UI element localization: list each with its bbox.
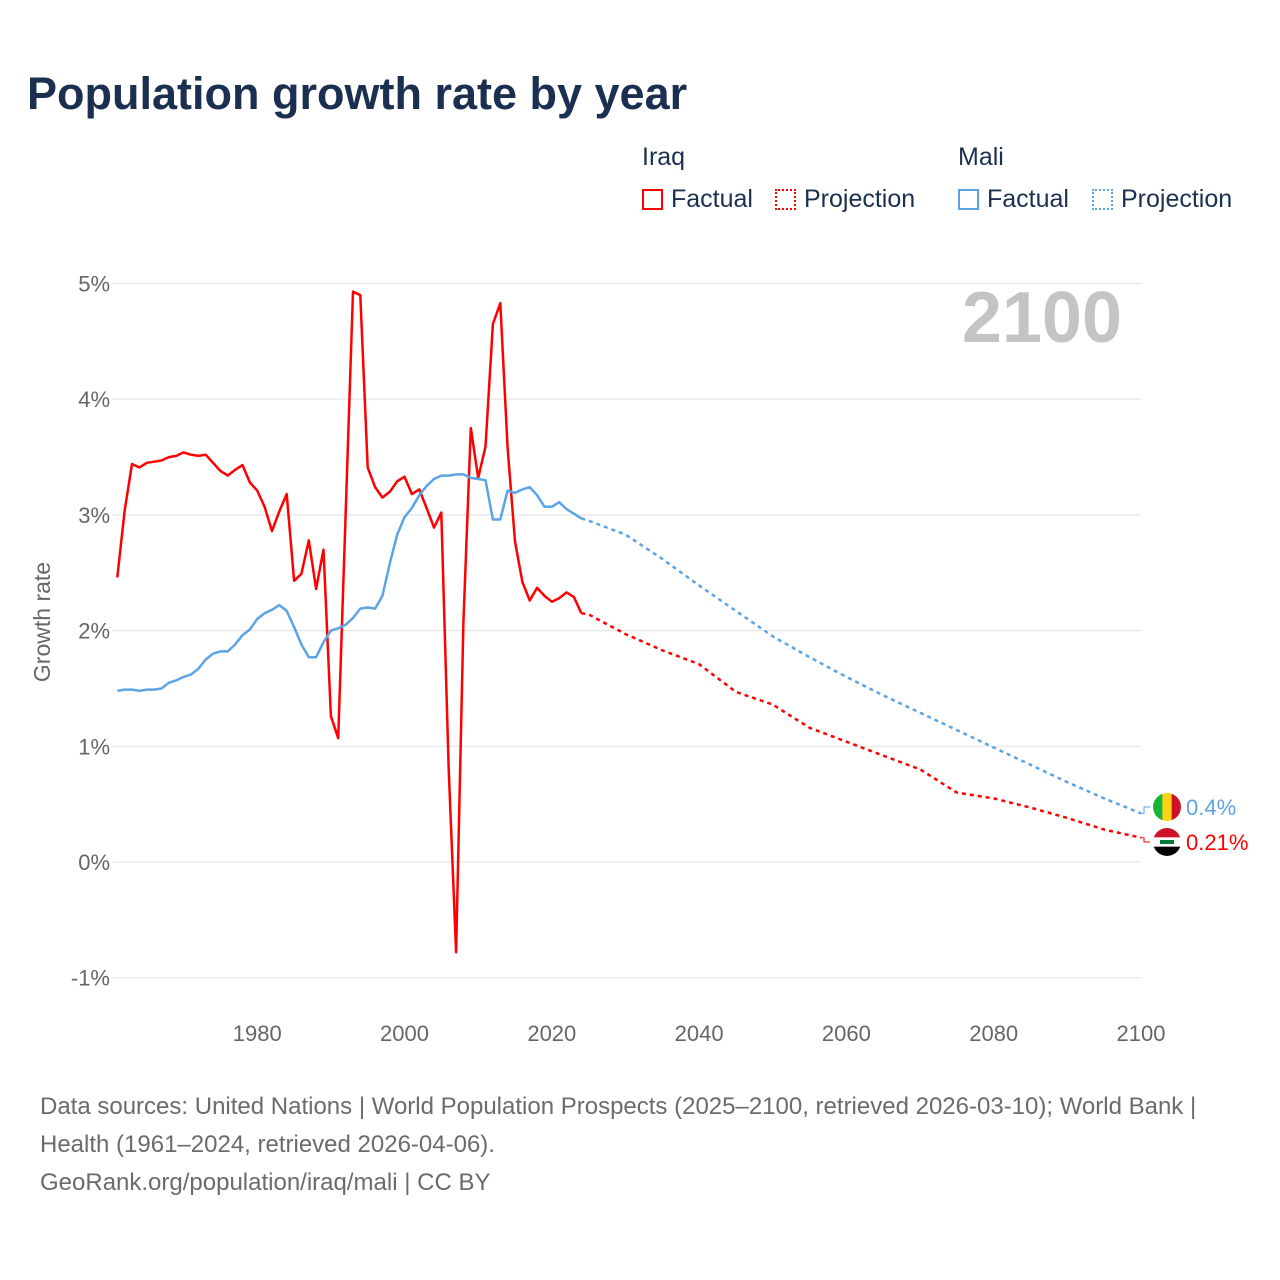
solid-swatch-icon [642,189,663,210]
mali-factual-line [117,473,582,693]
y-tick-label: 2% [78,619,110,644]
mali-projection-line [580,517,1142,815]
credit-link[interactable]: GeoRank.org/population/iraq/mali | CC BY [40,1169,491,1196]
year-watermark: 2100 [962,278,1122,358]
y-tick-label: 5% [78,272,110,297]
legend-item-mali-projection[interactable]: Projection [1092,185,1232,214]
x-tick-label: 2040 [675,1021,724,1046]
dotted-swatch-icon [1092,189,1113,210]
data-sources: Data sources: United Nations | World Pop… [40,1093,1197,1158]
iraq-projection-line [581,611,1142,839]
x-tick-label: 2000 [380,1021,429,1046]
mali-connector [1141,806,1150,814]
iraq-end-value-label: 0.21% [1186,830,1248,855]
chart-title: Population growth rate by year [27,68,688,119]
legend-item-iraq-projection[interactable]: Projection [775,185,915,214]
legend-item-mali-factual[interactable]: Factual [958,185,1069,214]
iraq-factual-line [116,290,583,954]
y-tick-label: -1% [71,966,110,991]
legend-label: Projection [804,185,916,213]
dotted-swatch-icon [775,189,796,210]
footer: Data sources: United Nations | World Pop… [40,1088,1240,1202]
x-tick-label: 2100 [1117,1021,1166,1046]
x-tick-label: 1980 [233,1021,282,1046]
legend-label: Projection [1121,185,1233,213]
y-tick-label: 1% [78,734,110,759]
legend-item-iraq-factual[interactable]: Factual [642,185,753,214]
legend-group-iraq: Iraq [642,143,686,171]
iraq-flag-icon [1153,828,1181,856]
legend-label: Factual [987,185,1069,213]
legend-group-mali: Mali [958,143,1004,171]
solid-swatch-icon [958,189,979,210]
x-tick-label: 2060 [822,1021,871,1046]
x-tick-label: 2080 [969,1021,1018,1046]
y-tick-label: 0% [78,850,110,875]
legend-label: Factual [671,185,753,213]
y-tick-label: 3% [78,503,110,528]
iraq-connector [1141,837,1150,843]
mali-flag-icon [1153,793,1181,821]
y-axis-label: Growth rate [29,562,55,682]
y-tick-label: 4% [78,387,110,412]
x-tick-label: 2020 [527,1021,576,1046]
mali-end-value-label: 0.4% [1186,795,1236,820]
